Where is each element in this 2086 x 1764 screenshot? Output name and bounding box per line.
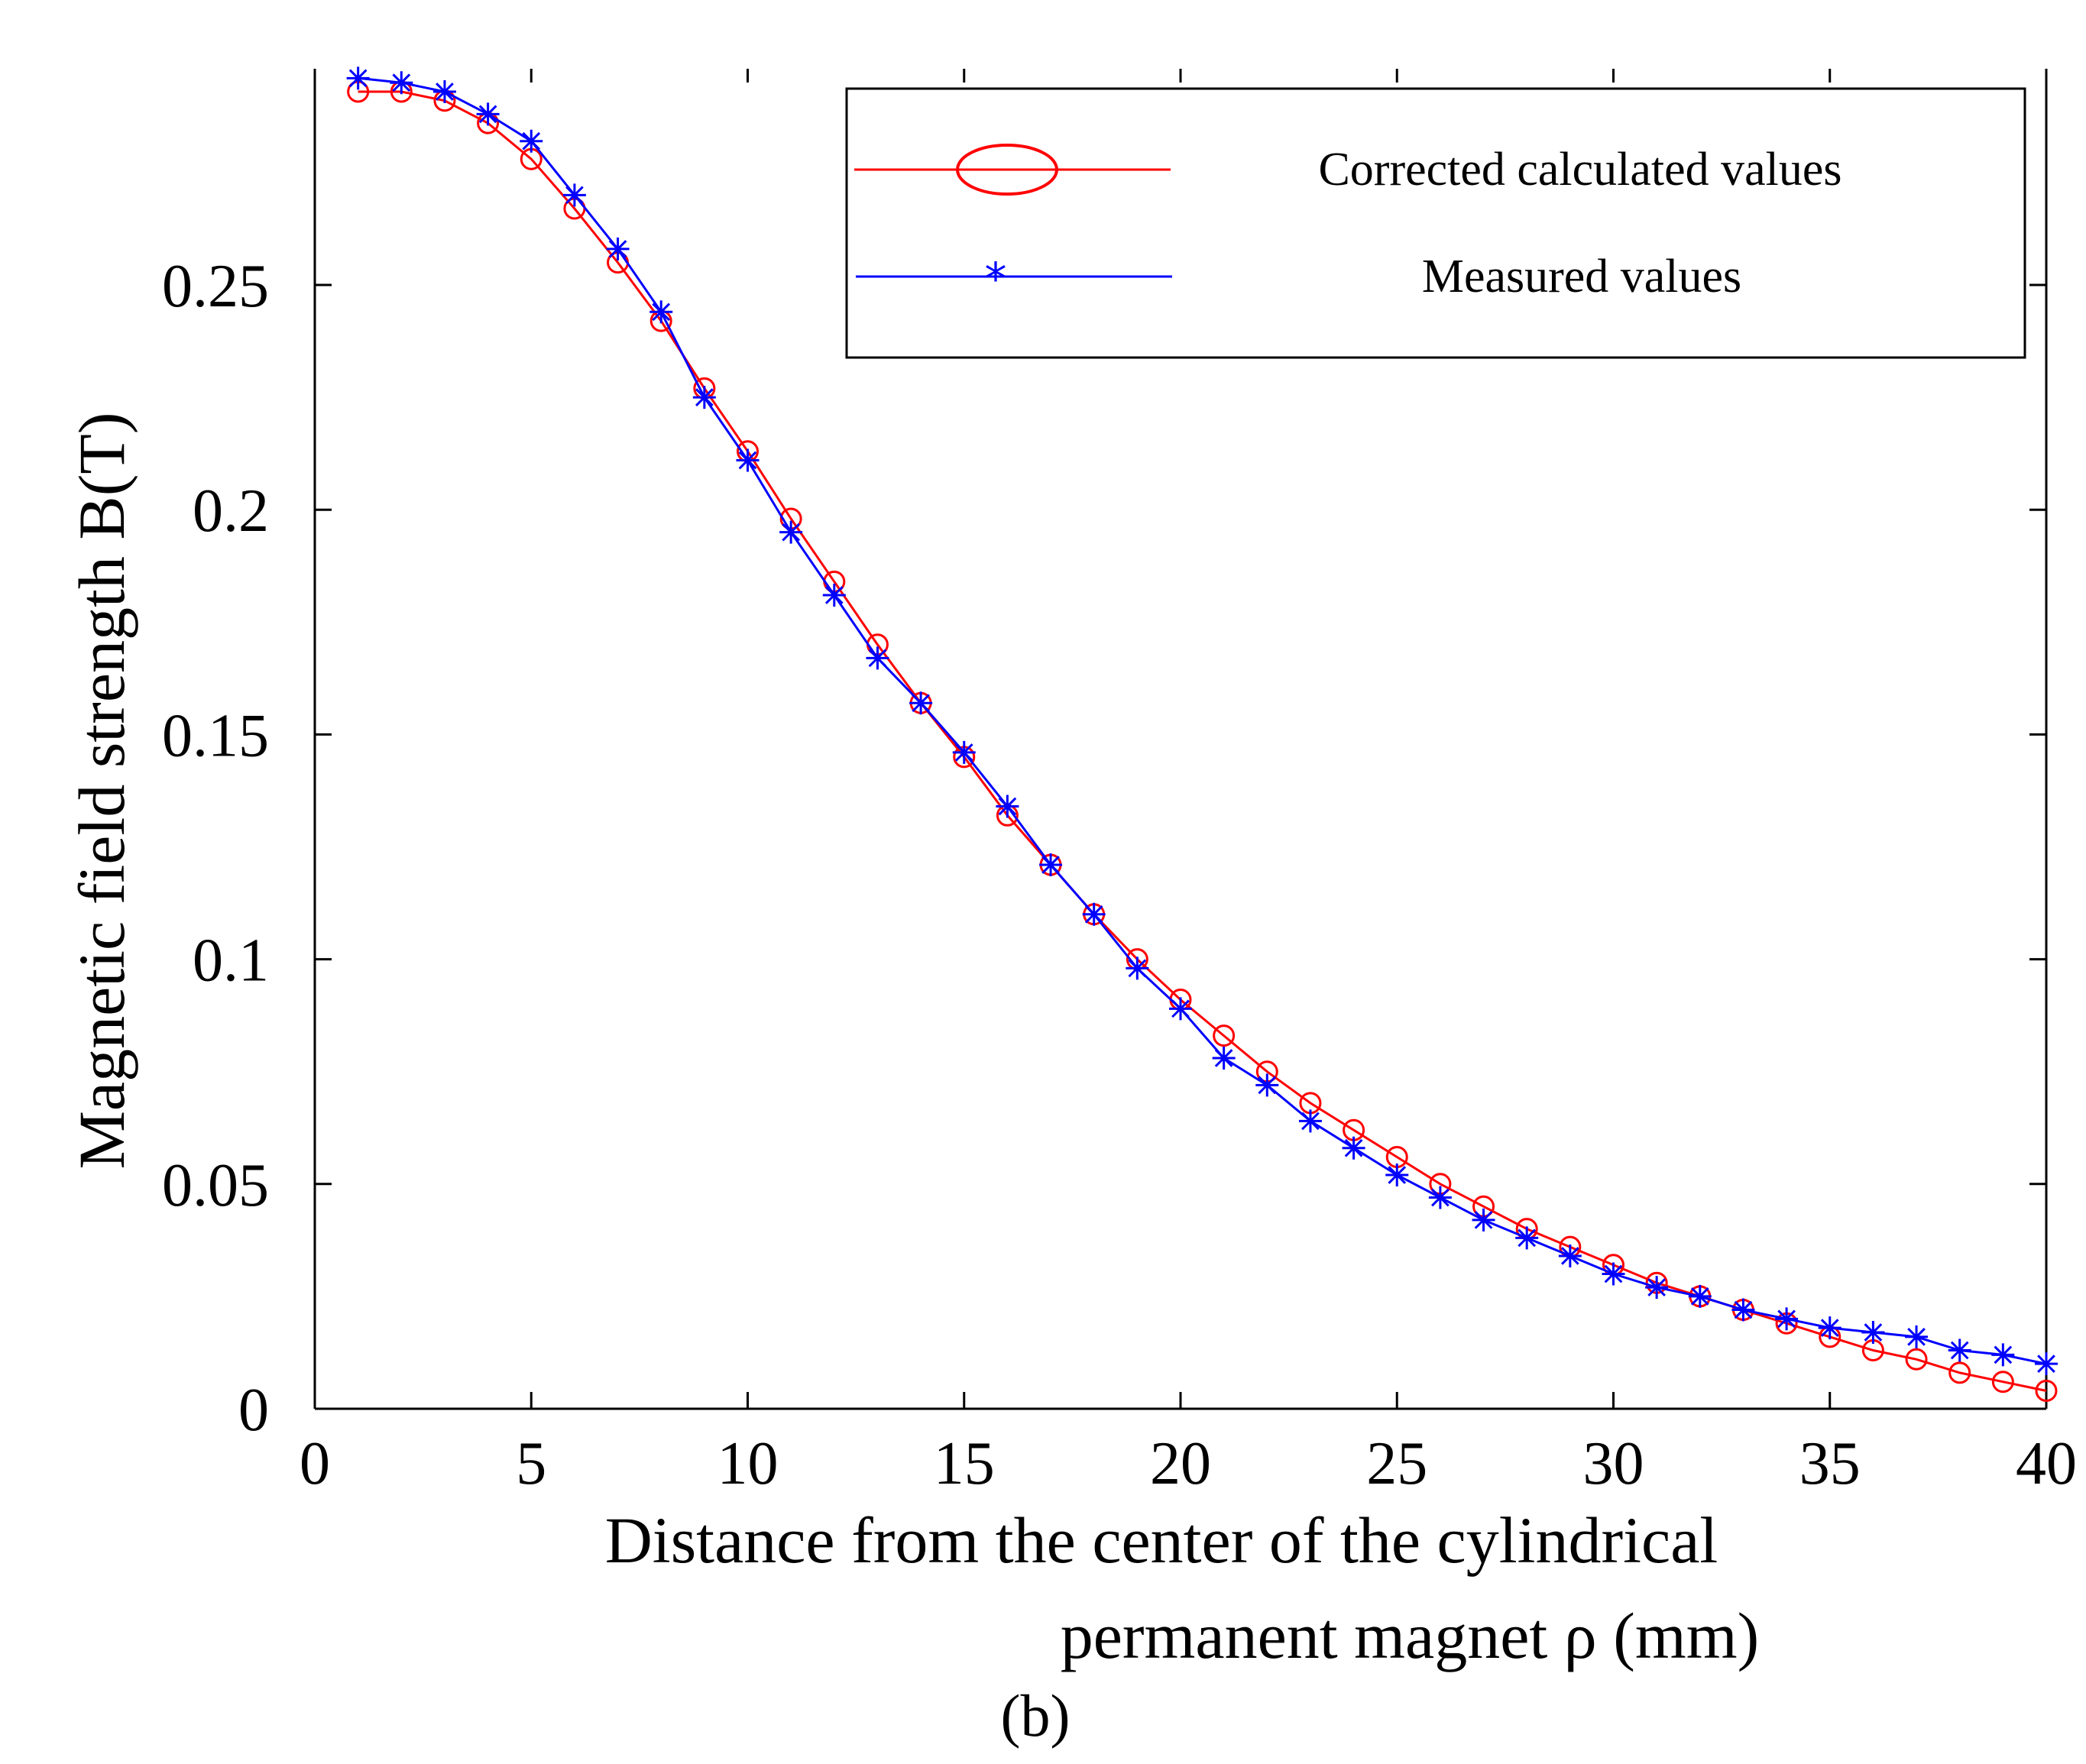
x-tick-label: 0	[300, 1430, 330, 1497]
data-point-star	[736, 448, 760, 472]
legend-box	[845, 87, 2026, 359]
series-measured	[346, 66, 2058, 1376]
data-point-star	[1342, 1136, 1365, 1160]
data-point-star	[952, 740, 976, 764]
data-point-star	[1602, 1262, 1625, 1286]
series-layer	[346, 66, 2058, 1402]
panel-label: (b)	[1001, 1682, 1071, 1749]
data-point-circle	[1905, 1348, 1928, 1371]
x-tick-label: 30	[1583, 1430, 1644, 1497]
data-point-star	[909, 691, 933, 715]
axes: 0 0.05 0.1 0.15 0.2 0.25 0 5 10 15 20 25 30 35 40	[162, 69, 2077, 1497]
data-point-star	[1775, 1307, 1799, 1331]
legend-label-measured: Measured values	[1422, 251, 1741, 303]
y-tick-label: 0.2	[193, 477, 269, 545]
data-point-star	[1645, 1276, 1669, 1300]
data-point-star	[779, 520, 803, 544]
x-axis-title-line1: Distance from the center of the cylindri…	[605, 1503, 1718, 1577]
data-point-star	[1731, 1298, 1755, 1322]
y-tick-label: 0.25	[162, 253, 269, 320]
x-tick-label: 35	[1799, 1430, 1861, 1497]
data-point-star	[390, 71, 413, 95]
x-tick-label: 40	[2016, 1430, 2077, 1497]
data-point-star	[1126, 956, 1149, 980]
y-tick-label: 0	[238, 1377, 269, 1444]
data-point-circle	[2035, 1379, 2058, 1402]
y-tick-label: 0.15	[162, 702, 269, 769]
data-point-star	[346, 66, 370, 90]
data-point-star	[606, 237, 630, 261]
x-tick-label: 15	[934, 1430, 995, 1497]
series-line	[358, 90, 2047, 1392]
data-point-star	[1515, 1226, 1539, 1250]
data-point-star	[1082, 902, 1106, 926]
data-point-star	[432, 79, 456, 103]
x-axis-title-line2: permanent magnet ρ (mm)	[1061, 1599, 1760, 1672]
data-point-star	[822, 583, 846, 607]
data-point-star	[1861, 1320, 1885, 1344]
y-axis-title: Magnetic field strength B(T)	[65, 412, 138, 1169]
data-point-star	[562, 183, 586, 207]
x-tick-label: 10	[717, 1430, 779, 1497]
x-tick-label: 5	[516, 1430, 546, 1497]
x-tick-label: 25	[1366, 1430, 1427, 1497]
series-line	[358, 76, 2047, 1365]
data-point-star	[1558, 1244, 1582, 1267]
legend-marker-measured: *	[985, 253, 1007, 305]
data-point-star	[1169, 997, 1192, 1021]
y-tick-label: 0.1	[193, 927, 269, 995]
data-point-star	[692, 386, 716, 409]
data-point-star	[1039, 853, 1063, 877]
y-tick-label: 0.05	[162, 1152, 269, 1219]
data-point-star	[1688, 1284, 1712, 1308]
data-point-star	[1818, 1316, 1841, 1340]
data-point-star	[1991, 1343, 2015, 1367]
data-point-star	[520, 129, 543, 153]
data-point-star	[1905, 1325, 1929, 1348]
data-point-star	[866, 646, 889, 670]
data-point-circle	[1213, 1024, 1236, 1047]
data-point-star	[1948, 1338, 1971, 1362]
data-point-star	[476, 102, 500, 126]
x-tick-label: 20	[1150, 1430, 1211, 1497]
data-point-star	[649, 300, 673, 324]
data-point-star	[1428, 1186, 1452, 1209]
legend-label-corrected: Corrected calculated values	[1318, 144, 1841, 196]
data-point-circle	[1948, 1361, 1971, 1384]
legend: Corrected calculated values * Measured v…	[845, 87, 2026, 359]
data-point-star	[996, 795, 1019, 818]
data-point-star	[1298, 1109, 1322, 1133]
data-point-star	[1255, 1073, 1279, 1097]
data-point-star	[2035, 1352, 2058, 1376]
legend-marker-corrected	[956, 144, 1058, 196]
data-point-star	[1472, 1208, 1495, 1232]
data-point-circle	[1991, 1371, 2014, 1393]
data-point-star	[1385, 1164, 1409, 1187]
data-point-star	[1212, 1047, 1236, 1070]
